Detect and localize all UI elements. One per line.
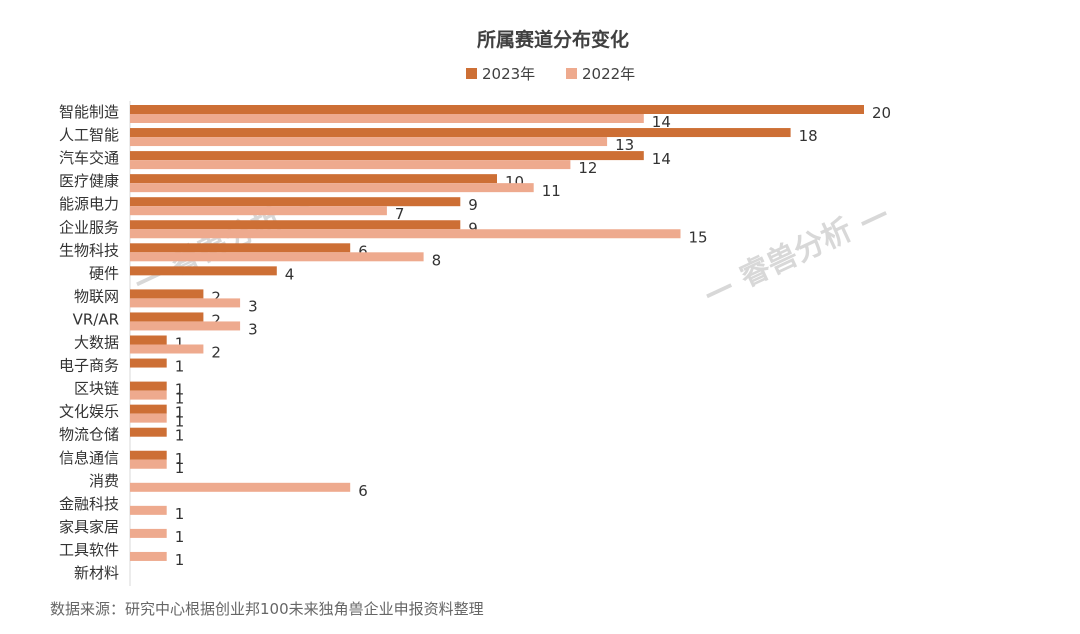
data-label: 2	[211, 344, 221, 362]
data-label: 1	[175, 404, 185, 422]
bar-2022	[130, 528, 167, 538]
category-label: 人工智能	[59, 126, 119, 144]
bar-2022	[130, 298, 241, 308]
bar-2022	[130, 160, 571, 170]
data-label: 6	[358, 482, 368, 500]
data-label: 9	[468, 219, 478, 237]
bar-2023	[130, 450, 167, 460]
bar-2023	[130, 174, 497, 184]
data-label: 15	[689, 228, 708, 246]
source-note: 数据来源：研究中心根据创业邦100未来独角兽企业申报资料整理	[50, 600, 484, 618]
bar-2022	[130, 551, 167, 561]
bar-2023	[130, 381, 167, 391]
legend-swatch-1	[566, 68, 577, 79]
watermark: — 睿兽分析 —	[698, 195, 895, 312]
data-label: 20	[872, 104, 891, 122]
bar-2023	[130, 220, 461, 230]
bar-2022	[130, 206, 387, 216]
category-label: 能源电力	[59, 195, 119, 213]
bar-2023	[130, 105, 864, 114]
category-label: 硬件	[89, 264, 119, 282]
category-label: 新材料	[74, 564, 119, 582]
data-label: 1	[175, 390, 185, 408]
bar-2023	[130, 243, 351, 253]
category-label: 医疗健康	[59, 172, 119, 190]
bar-2023	[130, 427, 167, 437]
data-label: 1	[175, 427, 185, 445]
bar-2022	[130, 459, 167, 469]
category-label: VR/AR	[73, 310, 119, 328]
bar-2022	[130, 229, 681, 239]
category-label: 消费	[89, 472, 119, 490]
bar-2023	[130, 266, 277, 276]
data-label: 14	[652, 113, 671, 131]
bar-2023	[130, 404, 167, 414]
category-label: 企业服务	[59, 218, 119, 236]
category-label: 物联网	[74, 287, 119, 305]
category-label: 生物科技	[59, 241, 119, 259]
data-label: 1	[175, 358, 185, 376]
data-label: 14	[652, 150, 671, 168]
bar-2023	[130, 128, 791, 138]
data-label: 2	[211, 288, 221, 306]
data-label: 1	[175, 551, 185, 569]
bar-2022	[130, 505, 167, 515]
bar-2022	[130, 344, 204, 354]
data-label: 1	[175, 413, 185, 431]
data-label: 8	[432, 251, 442, 269]
category-label: 物流仓储	[59, 426, 119, 444]
data-label: 2	[211, 311, 221, 329]
data-label: 13	[615, 136, 634, 154]
bar-2022	[130, 321, 241, 331]
bar-2023	[130, 197, 461, 207]
legend-label-0: 2023年	[482, 65, 535, 83]
category-label: 信息通信	[59, 449, 119, 467]
data-label: 1	[175, 459, 185, 477]
category-label: 电子商务	[59, 357, 119, 375]
category-label: 工具软件	[59, 541, 119, 559]
data-label: 11	[542, 182, 561, 200]
bar-2022	[130, 482, 351, 492]
category-label: 区块链	[74, 380, 119, 398]
legend-label-1: 2022年	[582, 65, 635, 83]
bar-2023	[130, 289, 204, 299]
category-label: 大数据	[74, 334, 119, 352]
data-label: 3	[248, 320, 258, 338]
category-label: 文化娱乐	[59, 403, 119, 421]
category-label: 汽车交通	[59, 149, 119, 167]
bar-2023	[130, 151, 644, 161]
data-label: 1	[175, 528, 185, 546]
bar-2022	[130, 390, 167, 400]
data-label: 18	[799, 127, 818, 145]
bar-2022	[130, 252, 424, 262]
legend: 2023年 2022年	[466, 65, 635, 83]
category-label: 家具家居	[59, 518, 119, 536]
bar-2023	[130, 358, 167, 368]
data-label: 6	[358, 242, 368, 260]
data-label: 9	[468, 196, 478, 214]
data-label: 7	[395, 205, 405, 223]
bar-2022	[130, 137, 608, 147]
legend-swatch-0	[466, 68, 477, 79]
data-label: 1	[175, 381, 185, 399]
category-label: 金融科技	[59, 495, 119, 513]
category-label: 智能制造	[59, 103, 119, 121]
data-label: 1	[175, 335, 185, 353]
bar-2022	[130, 183, 534, 193]
bar-2023	[130, 335, 167, 345]
bar-2022	[130, 114, 644, 123]
data-label: 3	[248, 297, 258, 315]
bar-2022	[130, 413, 167, 423]
data-label: 4	[285, 265, 295, 283]
data-label: 12	[578, 159, 597, 177]
data-label: 1	[175, 505, 185, 523]
bar-2023	[130, 312, 204, 322]
chart-title: 所属赛道分布变化	[477, 28, 629, 51]
data-label: 1	[175, 450, 185, 468]
